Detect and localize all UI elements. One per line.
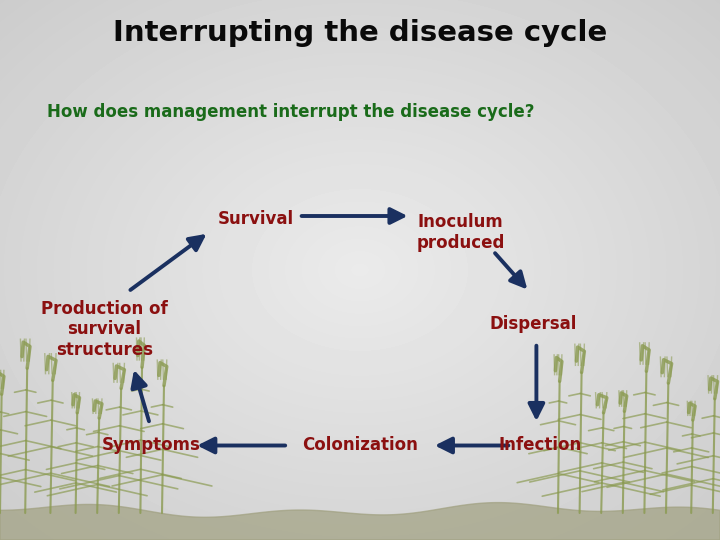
Text: Inoculum
produced: Inoculum produced xyxy=(417,213,505,252)
Text: How does management interrupt the disease cycle?: How does management interrupt the diseas… xyxy=(47,103,534,120)
Text: Survival: Survival xyxy=(217,210,294,228)
Text: Colonization: Colonization xyxy=(302,436,418,455)
Text: Symptoms: Symptoms xyxy=(102,436,201,455)
Text: Production of
survival
structures: Production of survival structures xyxy=(41,300,168,359)
Text: Infection: Infection xyxy=(498,436,582,455)
Text: Dispersal: Dispersal xyxy=(489,315,577,333)
Text: Interrupting the disease cycle: Interrupting the disease cycle xyxy=(113,19,607,47)
